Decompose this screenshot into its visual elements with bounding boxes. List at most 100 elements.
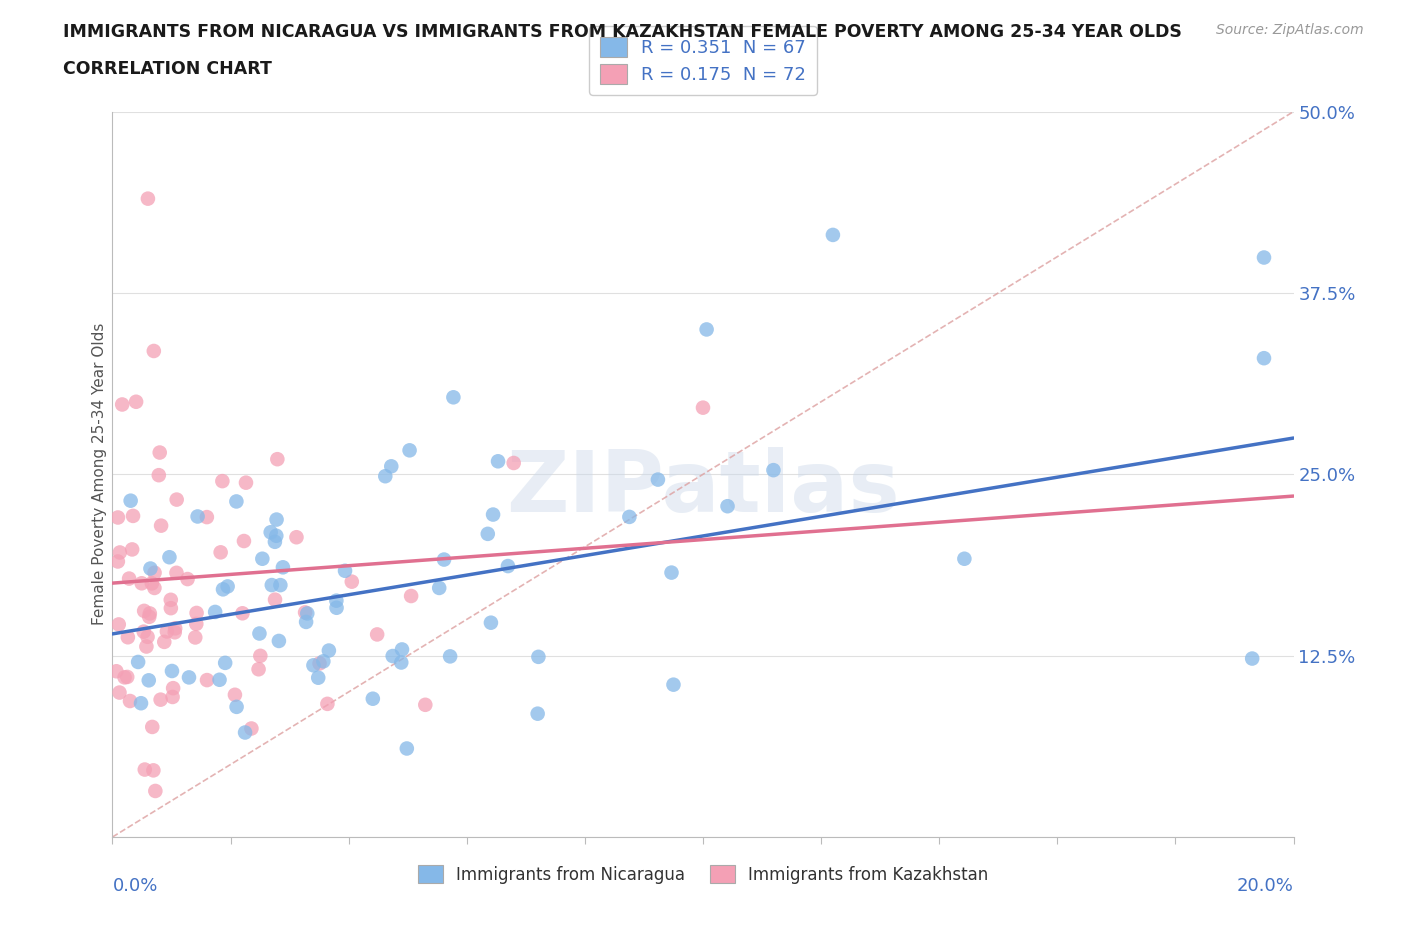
Point (160, 601, 183, 616)
Point (107, 617, 129, 631)
Text: IMMIGRANTS FROM NICARAGUA VS IMMIGRANTS FROM KAZAKHSTAN FEMALE POVERTY AMONG 25-: IMMIGRANTS FROM NICARAGUA VS IMMIGRANTS … (63, 23, 1182, 41)
Point (526, 706, 548, 721)
Point (271, 560, 294, 575)
Point (139, 561, 162, 576)
Point (479, 616, 502, 631)
Point (141, 576, 163, 591)
Point (249, 626, 271, 641)
Point (195, 510, 218, 525)
Point (160, 664, 183, 679)
Point (150, 518, 173, 533)
Point (143, 565, 166, 580)
Point (285, 530, 308, 545)
Point (134, 762, 156, 777)
Point (186, 617, 208, 631)
Point (252, 551, 274, 566)
Point (266, 528, 288, 543)
Text: ZIPatlas: ZIPatlas (506, 447, 900, 530)
Point (195, 672, 218, 687)
Point (619, 510, 641, 525)
Point (297, 606, 319, 621)
Point (142, 763, 165, 777)
Point (381, 648, 404, 663)
Point (149, 692, 172, 707)
Point (486, 454, 509, 469)
Point (496, 559, 519, 574)
Point (204, 604, 226, 619)
Point (482, 507, 505, 522)
Point (294, 604, 316, 619)
Point (433, 552, 456, 567)
Point (380, 458, 402, 473)
Point (696, 322, 718, 337)
Point (333, 564, 356, 578)
Point (125, 394, 148, 409)
Point (267, 633, 290, 648)
Point (209, 545, 232, 560)
Point (217, 579, 239, 594)
Point (441, 390, 464, 405)
Point (117, 630, 139, 644)
Point (662, 677, 685, 692)
Point (821, 228, 844, 243)
Point (260, 525, 283, 539)
Point (1253, 351, 1275, 365)
Point (340, 574, 363, 589)
Point (163, 625, 186, 640)
Point (225, 494, 247, 509)
Point (138, 673, 160, 688)
Text: 0.0%: 0.0% (112, 877, 157, 895)
Point (159, 550, 181, 565)
Point (134, 604, 156, 618)
Point (187, 509, 209, 524)
Point (240, 721, 263, 736)
Point (115, 670, 138, 684)
Point (439, 649, 461, 664)
Point (162, 681, 184, 696)
Point (264, 535, 287, 550)
Point (135, 639, 157, 654)
Point (295, 615, 318, 630)
Point (186, 605, 208, 620)
Point (184, 630, 207, 644)
Point (177, 670, 200, 684)
Point (120, 493, 142, 508)
Point (325, 593, 347, 608)
Point (249, 648, 271, 663)
Point (398, 443, 420, 458)
Point (139, 606, 162, 621)
Point (162, 689, 184, 704)
Point (214, 656, 236, 671)
Point (312, 654, 335, 669)
Text: CORRELATION CHART: CORRELATION CHART (63, 60, 273, 78)
Point (269, 578, 291, 592)
Point (143, 580, 166, 595)
Point (111, 397, 134, 412)
Point (235, 475, 257, 490)
Point (361, 691, 384, 706)
Point (211, 473, 233, 488)
Point (114, 670, 136, 684)
Point (502, 456, 524, 471)
Point (153, 634, 176, 649)
Point (107, 554, 129, 569)
Point (1241, 651, 1264, 666)
Point (148, 468, 170, 483)
Point (413, 698, 436, 712)
Point (138, 609, 160, 624)
Point (118, 571, 141, 586)
Point (212, 582, 235, 597)
Legend: Immigrants from Nicaragua, Immigrants from Kazakhstan: Immigrants from Nicaragua, Immigrants fr… (411, 858, 995, 890)
Point (395, 741, 418, 756)
Point (224, 687, 246, 702)
Point (149, 445, 172, 460)
Point (166, 565, 188, 580)
Point (208, 672, 231, 687)
Point (142, 343, 165, 358)
Point (122, 509, 145, 524)
Point (692, 400, 714, 415)
Point (391, 642, 413, 657)
Point (260, 578, 283, 592)
Point (661, 565, 683, 580)
Point (647, 472, 669, 487)
